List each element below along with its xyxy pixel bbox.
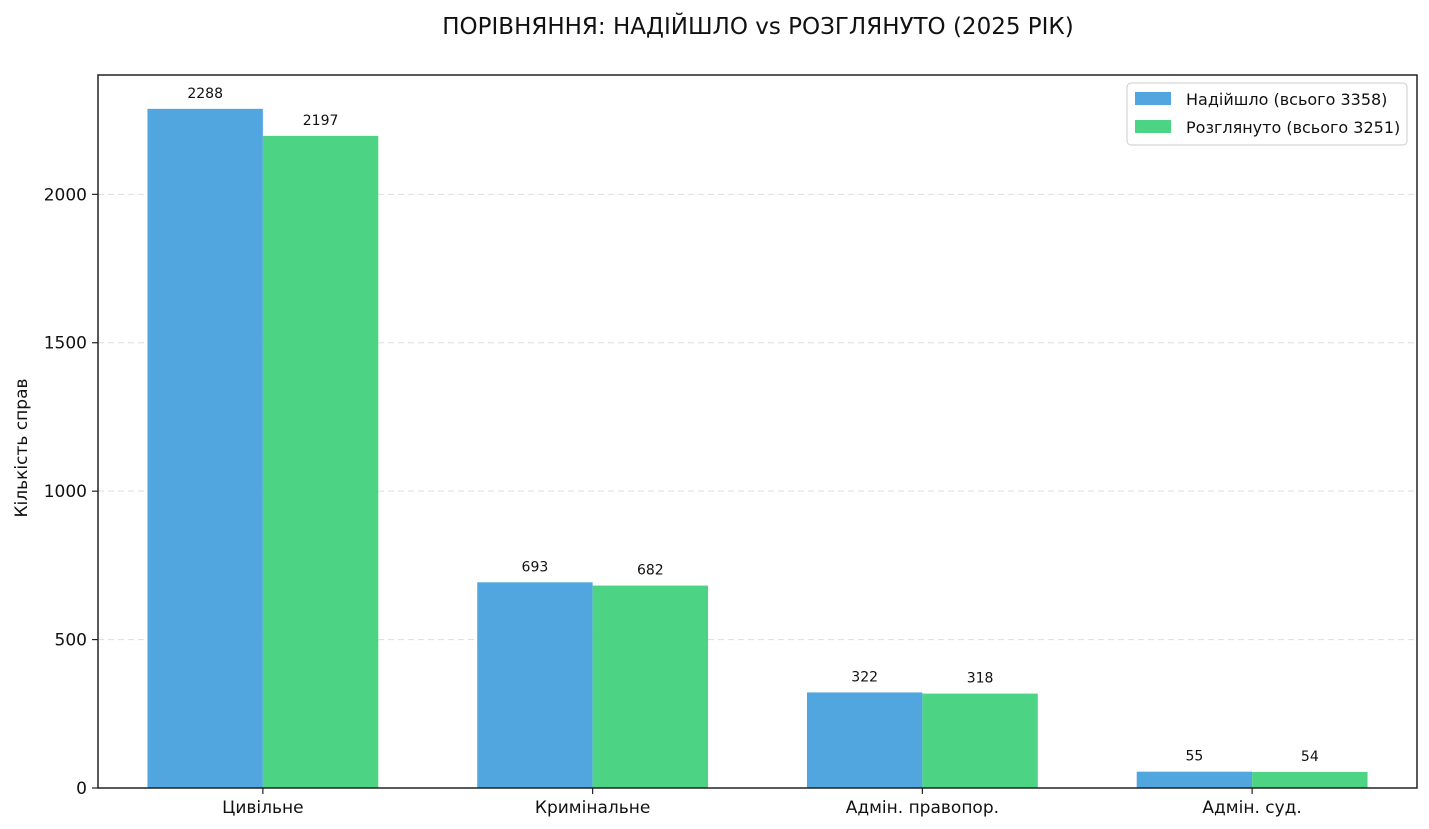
bars bbox=[147, 108, 1368, 789]
bar bbox=[1252, 771, 1368, 788]
y-tick-label: 1000 bbox=[44, 482, 87, 502]
x-tick-label: Адмін. правопор. bbox=[846, 798, 999, 818]
bar-value-label: 54 bbox=[1301, 749, 1319, 765]
bar-value-label: 318 bbox=[967, 671, 994, 687]
legend-swatch bbox=[1135, 120, 1171, 133]
y-tick-label: 0 bbox=[76, 779, 87, 799]
legend: Надійшло (всього 3358) Розглянуто (всього… bbox=[1126, 82, 1408, 146]
y-axis-ticks: 0 500 1000 1500 2000 bbox=[44, 185, 98, 799]
bar bbox=[262, 135, 379, 788]
legend-box bbox=[1126, 82, 1408, 146]
bar-value-label: 682 bbox=[637, 563, 664, 579]
y-tick-label: 500 bbox=[55, 631, 87, 651]
x-tick-label: Цивільне bbox=[222, 798, 303, 818]
data-labels: 2288 2197 693 682 322 318 55 54 bbox=[187, 86, 1318, 765]
chart-title: ПОРІВНЯННЯ: НАДІЙШЛО vs РОЗГЛЯНУТО (2025… bbox=[442, 12, 1074, 40]
bar-value-label: 693 bbox=[522, 559, 549, 575]
legend-label: Розглянуто (всього 3251) bbox=[1186, 118, 1400, 137]
y-axis-label: Кількість справ bbox=[12, 378, 32, 517]
bar bbox=[1136, 771, 1253, 788]
bar bbox=[147, 108, 263, 789]
plot-frame bbox=[97, 74, 1418, 789]
x-tick-label: Адмін. суд. bbox=[1202, 798, 1301, 818]
x-axis-ticks: Цивільне Кримінальне Адмін. правопор. Адмін… bbox=[222, 788, 1302, 818]
bar bbox=[477, 582, 593, 788]
y-tick-label: 2000 bbox=[44, 185, 87, 205]
legend-label: Надійшло (всього 3358) bbox=[1186, 90, 1387, 109]
bar bbox=[592, 585, 709, 788]
bar-value-label: 322 bbox=[851, 669, 878, 685]
legend-swatch bbox=[1135, 92, 1171, 105]
bar-value-label: 2197 bbox=[303, 113, 339, 129]
bar bbox=[806, 692, 923, 788]
x-tick-label: Кримінальне bbox=[535, 798, 650, 818]
bar bbox=[922, 693, 1038, 788]
bar-value-label: 2288 bbox=[187, 86, 223, 102]
y-tick-label: 1500 bbox=[44, 334, 87, 354]
bar-value-label: 55 bbox=[1186, 749, 1204, 765]
